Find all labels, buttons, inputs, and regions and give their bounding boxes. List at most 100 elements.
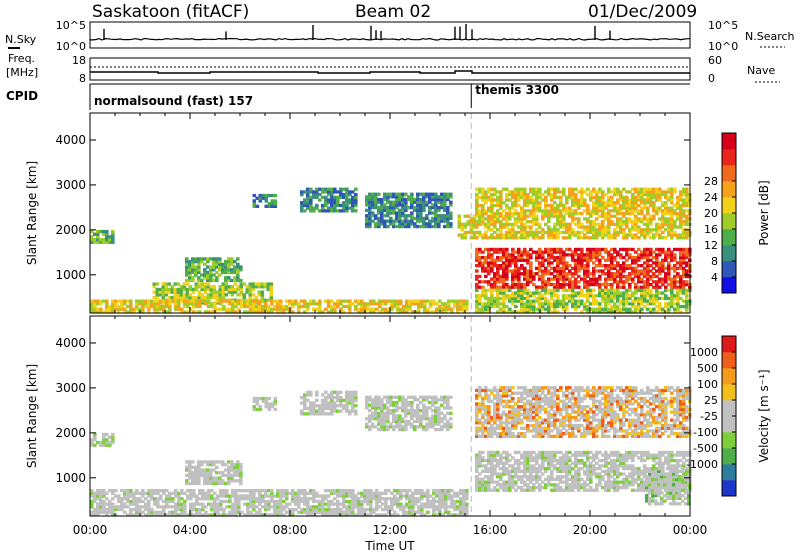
power-cell: [511, 280, 515, 284]
power-cell: [625, 222, 629, 226]
power-cell: [239, 290, 244, 294]
power-cell: [493, 190, 497, 194]
power-cell: [577, 258, 581, 262]
power-cell: [266, 282, 271, 286]
power-cell: [429, 310, 433, 314]
power-cell: [664, 220, 668, 224]
power-cell: [105, 232, 109, 236]
power-cell: [514, 198, 518, 202]
power-cell: [463, 233, 468, 237]
power-cell: [562, 264, 566, 268]
power-cell: [487, 190, 491, 194]
power-cell: [490, 285, 494, 289]
velocity-cell: [294, 497, 298, 501]
power-cell: [197, 276, 201, 280]
power-cell: [327, 206, 331, 210]
power-cell: [568, 209, 572, 213]
velocity-cell: [150, 491, 154, 495]
velocity-cell: [369, 505, 373, 509]
power-cell: [357, 307, 361, 311]
power-cell: [604, 310, 608, 314]
power-cell: [577, 206, 581, 210]
power-cell: [631, 195, 635, 199]
power-cell: [562, 255, 566, 260]
power-cell: [198, 299, 202, 303]
power-cell: [514, 193, 518, 197]
power-cell: [622, 264, 626, 268]
power-cell: [682, 274, 686, 279]
power-cell: [595, 277, 599, 281]
power-cell: [571, 294, 575, 298]
power-cell: [544, 190, 548, 194]
velocity-cell: [441, 513, 445, 517]
power-cell: [544, 288, 548, 292]
velocity-cell: [237, 505, 241, 509]
power-cell: [117, 299, 121, 303]
power-cell: [446, 219, 450, 223]
velocity-cell: [209, 463, 213, 467]
power-cell: [218, 293, 223, 297]
power-cell: [505, 261, 509, 265]
power-cell: [535, 187, 539, 191]
power-cell: [423, 310, 427, 314]
velocity-cell: [432, 513, 436, 517]
power-cell: [422, 192, 426, 196]
power-cell: [390, 304, 394, 309]
power-cell: [685, 247, 689, 252]
power-cell: [126, 299, 130, 303]
power-cell: [93, 299, 97, 303]
power-cell: [523, 195, 527, 199]
power-cell: [631, 198, 635, 202]
velocity-cell: [153, 510, 157, 514]
power-cell: [392, 195, 396, 199]
velocity-cell: [218, 476, 222, 480]
power-cell: [484, 294, 488, 298]
velocity-cell: [168, 497, 172, 501]
velocity-cell: [150, 513, 154, 517]
power-cell: [404, 219, 408, 223]
power-cell: [365, 195, 369, 199]
power-cell: [616, 307, 620, 311]
power-cell: [375, 302, 379, 306]
power-cell: [670, 282, 674, 287]
velocity-cell: [255, 402, 260, 406]
velocity-cell: [228, 494, 232, 498]
power-cell: [541, 302, 545, 306]
power-cell: [556, 264, 560, 268]
power-cell: [294, 302, 298, 306]
power-cell: [577, 217, 581, 221]
power-cell: [93, 310, 97, 314]
power-cell: [481, 233, 485, 237]
power-cell: [294, 299, 298, 303]
velocity-cell: [279, 491, 283, 495]
velocity-cell: [351, 396, 355, 400]
velocity-cell: [384, 505, 388, 509]
velocity-cell: [396, 489, 400, 493]
power-cell: [383, 197, 387, 202]
power-cell: [637, 217, 641, 221]
power-cell: [643, 201, 647, 205]
velocity-cell: [194, 471, 198, 475]
power-cell: [321, 209, 325, 213]
power-cell: [679, 209, 683, 213]
power-cell: [643, 203, 647, 208]
power-cell: [114, 299, 118, 303]
velocity-cell: [312, 497, 316, 501]
power-cell: [242, 295, 247, 300]
velocity-cell: [327, 396, 331, 400]
power-cell: [640, 310, 644, 314]
velocity-cell: [90, 494, 94, 498]
power-cell: [392, 200, 396, 204]
power-cell: [679, 261, 683, 265]
power-cell: [502, 307, 506, 311]
power-cell: [649, 310, 653, 314]
velocity-cell: [276, 499, 280, 504]
velocity-cell: [348, 390, 352, 394]
velocity-cell: [195, 513, 199, 517]
power-cell: [670, 220, 674, 224]
power-cell: [496, 236, 500, 240]
power-cell: [351, 201, 355, 205]
power-cell: [580, 258, 584, 262]
power-cell: [490, 288, 494, 292]
power-cell: [538, 277, 542, 281]
